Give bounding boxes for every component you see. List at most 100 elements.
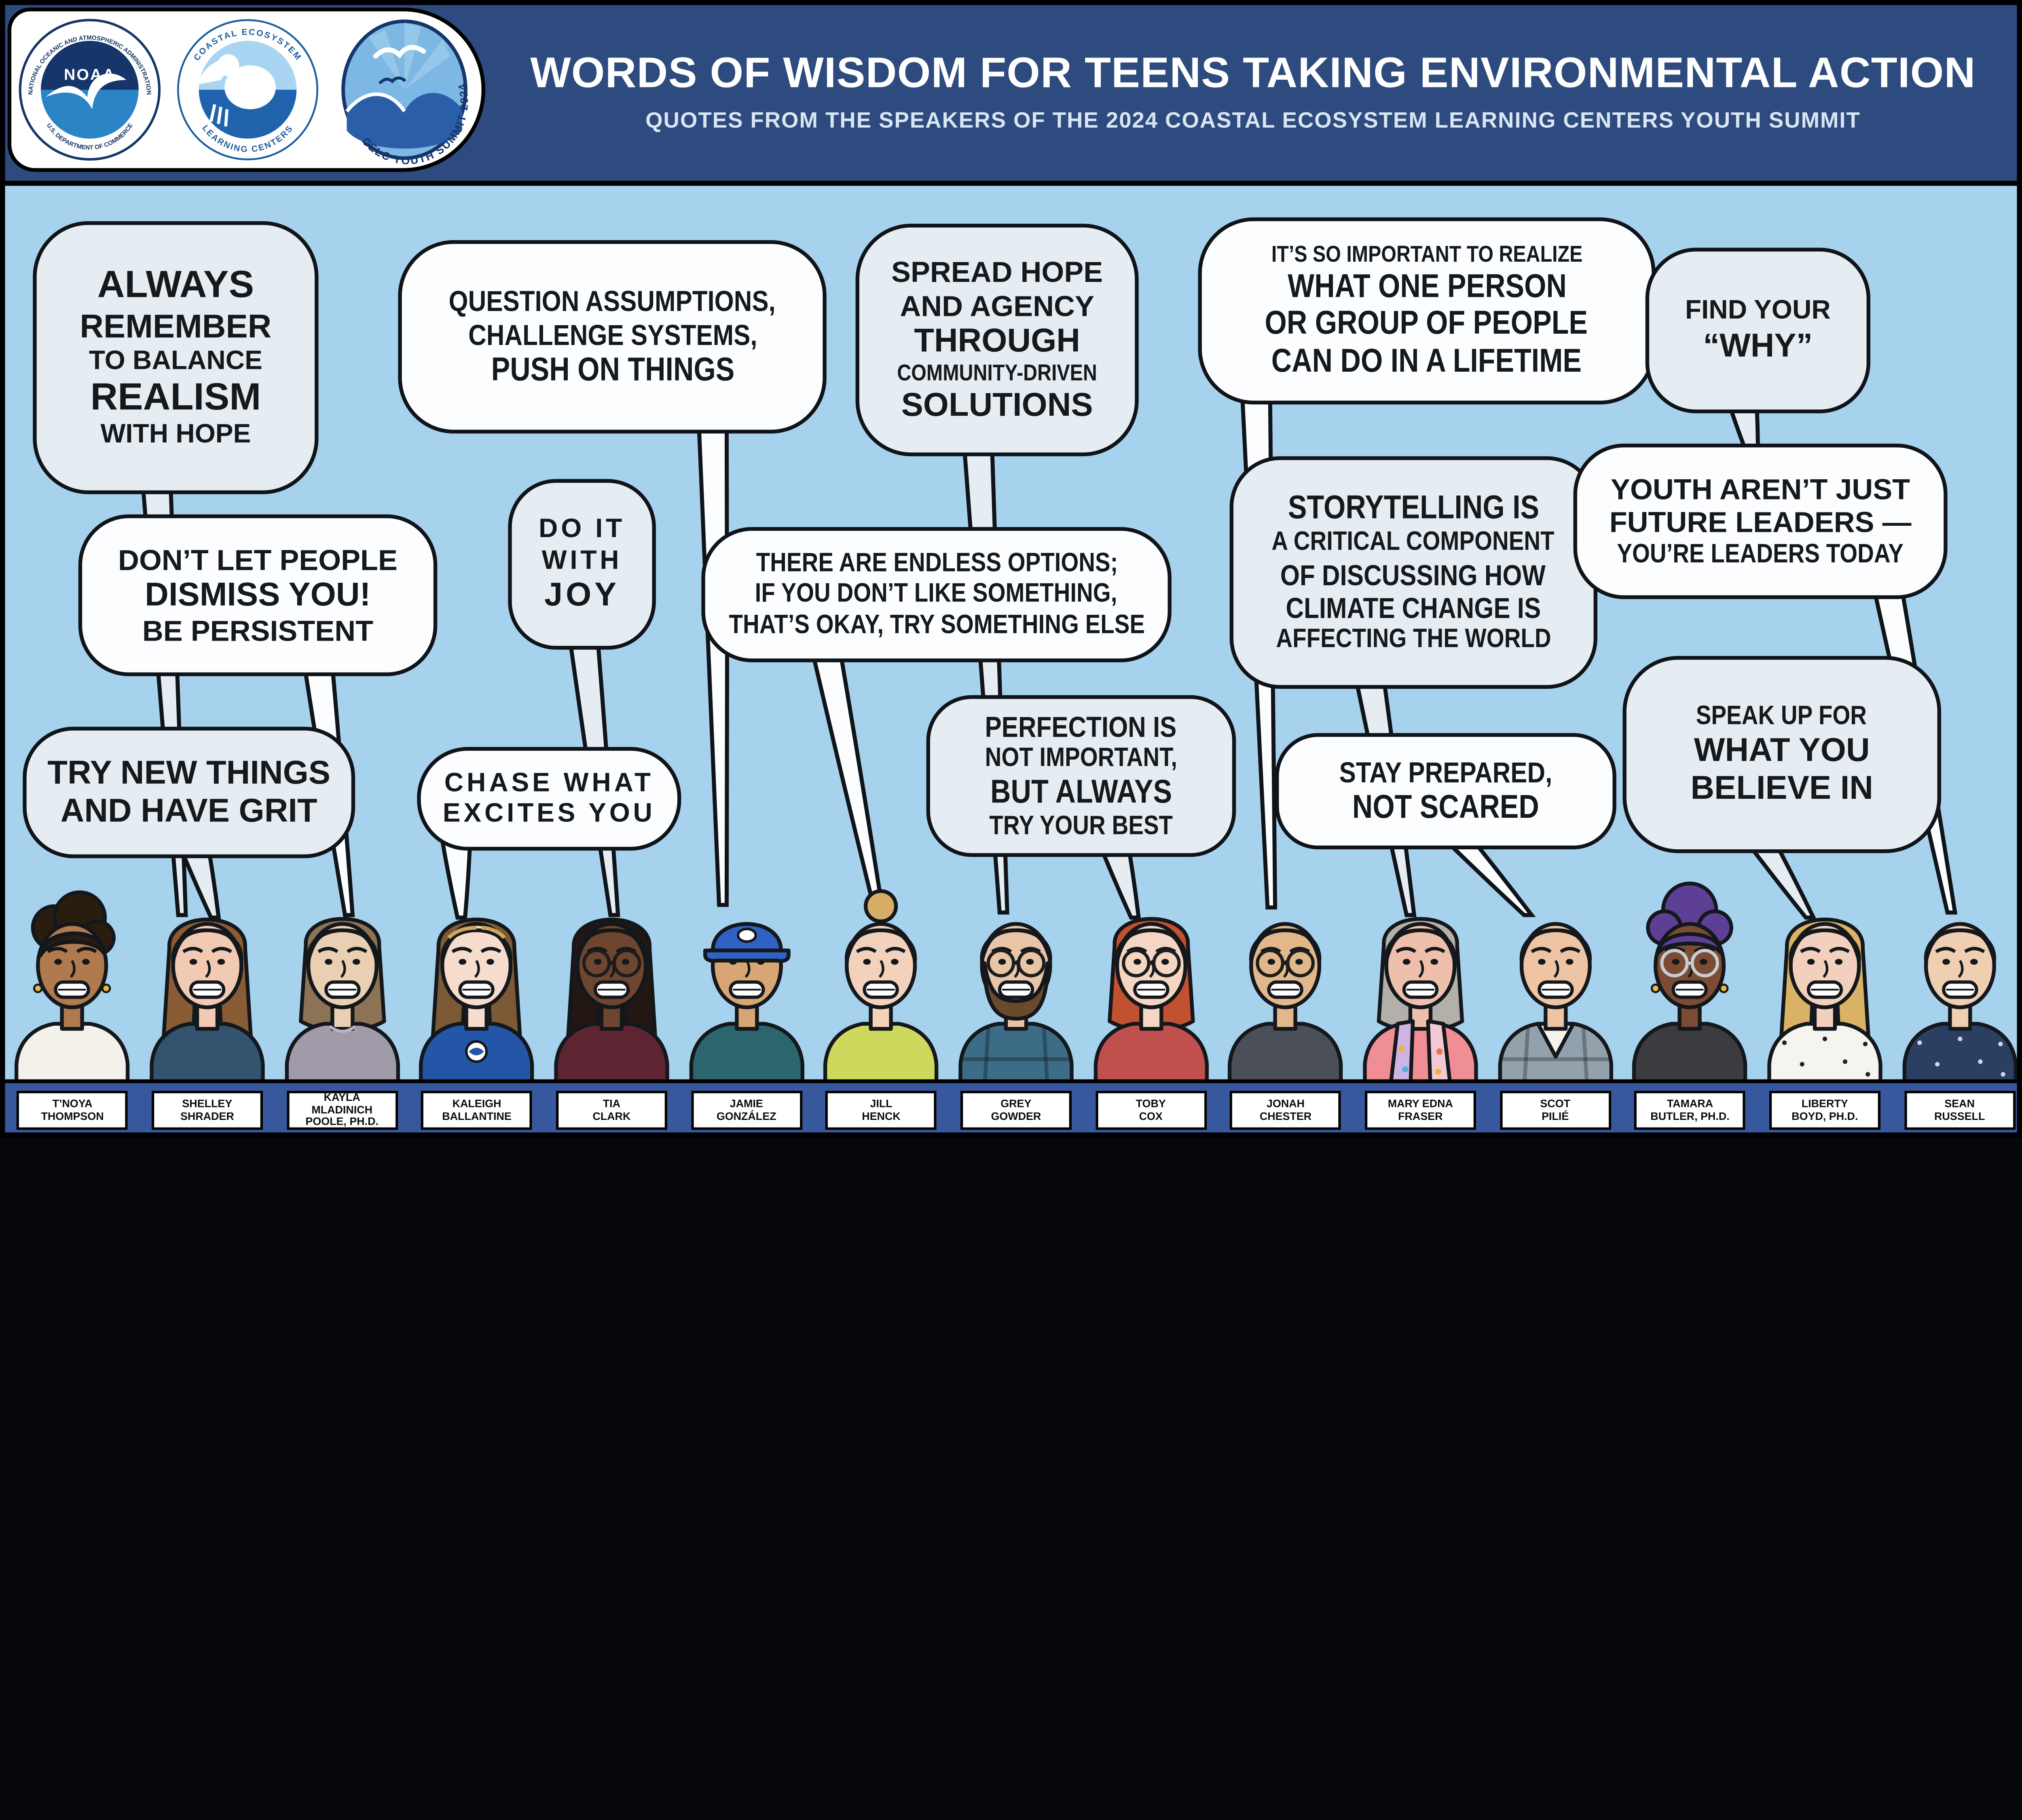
bubble-line: EXCITES YOU [442, 799, 656, 828]
bubble-line: AFFECTING THE WORLD [1276, 624, 1551, 654]
name-label-line: SEAN [1944, 1097, 1975, 1110]
bubble-line: BUT ALWAYS [990, 772, 1172, 811]
bubble-line: DO IT [539, 515, 626, 544]
bubble-line: A CRITICAL COMPONENT [1272, 527, 1555, 557]
bubble-line: BE PERSISTENT [142, 614, 374, 647]
name-label-line: KAYLA [324, 1091, 360, 1104]
name-label-grey-gowder: GREY GOWDER [960, 1090, 1072, 1130]
bubble-line: YOUTH AREN’T JUST [1611, 472, 1910, 506]
name-label-line: POOLE, PH.D. [305, 1115, 379, 1128]
speech-bubble-scot-pili-: STAY PREPARED, NOT SCARED [1275, 733, 1616, 849]
name-label-line: LIBERTY [1801, 1097, 1848, 1110]
speech-bubble-kayla-mladinich-poole-ph-d-: DON’T LET PEOPLE DISMISS YOU! BE PERSISTEN… [78, 514, 438, 676]
name-label-line: T’NOYA [52, 1097, 93, 1110]
speech-bubble-tamara-butler-ph-d-: FIND YOUR “WHY” [1645, 248, 1870, 413]
speech-bubble-shelley-shrader: TRY NEW THINGS AND HAVE GRIT [23, 726, 355, 858]
portrait-tamara-butler-ph-d- [1624, 872, 1756, 1096]
name-label-toby-cox: TOBY COX [1095, 1090, 1207, 1130]
name-label-line: SHELLEY [182, 1097, 233, 1110]
name-label-line: TOBY [1136, 1097, 1166, 1110]
portrait-shelley-shrader [142, 872, 273, 1096]
portrait-liberty-boyd-ph-d- [1759, 872, 1891, 1096]
bubble-line: WHAT YOU [1694, 730, 1870, 769]
bubble-line: WITH [541, 545, 622, 575]
bubble-line: JOY [544, 574, 620, 613]
bubble-line: ALWAYS [97, 265, 254, 307]
portrait-scot-pili- [1489, 872, 1621, 1096]
bubble-line: WHAT ONE PERSON [1287, 266, 1566, 304]
portrait-grey-gowder [950, 872, 1082, 1096]
portrait-jonah-chester [1220, 872, 1352, 1096]
speech-bubble-jill-henck: THERE ARE ENDLESS OPTIONS; IF YOU DON’T L… [701, 527, 1172, 662]
name-label-line: THOMPSON [41, 1109, 104, 1122]
noaa-wordmark: NOAA [64, 66, 116, 84]
bubble-line: OF DISCUSSING HOW [1281, 558, 1546, 591]
name-label-line: BALLANTINE [442, 1109, 512, 1122]
name-label-line: MLADINICH [311, 1103, 373, 1116]
bubble-line: NOT IMPORTANT, [985, 743, 1178, 772]
bubble-line: THAT’S OKAY, TRY SOMETHING ELSE [728, 610, 1144, 639]
bubble-line: CHASE WHAT [444, 768, 654, 798]
bubble-line: DISMISS YOU! [145, 575, 371, 613]
bubble-line: “WHY” [1703, 326, 1813, 364]
speech-bubble-sean-russell: YOUTH AREN’T JUST FUTURE LEADERS — YOU’RE … [1573, 443, 1948, 599]
name-label-line: COX [1139, 1109, 1163, 1122]
name-label-jamie-gonz-lez: JAMIE GONZÁLEZ [691, 1090, 802, 1130]
bubble-line: REMEMBER [80, 307, 272, 345]
name-label-line: RUSSELL [1934, 1109, 1985, 1122]
name-label-line: SHRADER [180, 1109, 234, 1122]
name-label-mary-edna-fraser: MARY EDNA FRASER [1364, 1090, 1476, 1130]
bubble-line: QUESTION ASSUMPTIONS, [448, 284, 776, 317]
portrait-toby-cox [1085, 872, 1216, 1096]
name-label-shelley-shrader: SHELLEY SHRADER [151, 1090, 263, 1130]
speech-bubble-toby-cox: PERFECTION IS NOT IMPORTANT, BUT ALWAYS TRY… [926, 695, 1236, 857]
name-label-line: MARY EDNA [1387, 1097, 1453, 1110]
celc-logo: COASTAL ECOSYSTEM LEARNING CENTERS [177, 19, 318, 161]
noaa-logo: NOAA NATIONAL OCEANIC AND ATMOSPHERIC AD… [19, 19, 161, 161]
speech-bubble-t-noya-thompson: ALWAYS REMEMBER TO BALANCE REALISM WITH HOPE [33, 221, 319, 494]
header-banner: NOAA NATIONAL OCEANIC AND ATMOSPHERIC AD… [5, 5, 2017, 186]
poster-subtitle: QUOTES FROM THE SPEAKERS OF THE 2024 COA… [645, 108, 1861, 133]
name-label-line: TIA [603, 1097, 620, 1110]
bubble-line: PUSH ON THINGS [491, 350, 734, 388]
bubble-line: THERE ARE ENDLESS OPTIONS; [755, 549, 1118, 578]
name-label-line: CHESTER [1259, 1109, 1312, 1122]
name-label-line: HENCK [862, 1109, 901, 1122]
name-label-line: CLARK [592, 1109, 631, 1122]
name-label-line: PILIÉ [1542, 1109, 1569, 1122]
name-label-line: GOWDER [991, 1109, 1041, 1122]
name-label-tia-clark: TIA CLARK [556, 1090, 667, 1130]
bubble-tail [696, 421, 729, 907]
bubble-line: CLIMATE CHANGE IS [1286, 591, 1541, 624]
bubble-line: COMMUNITY-DRIVEN [897, 360, 1097, 386]
bubble-line: SOLUTIONS [901, 385, 1093, 423]
bubble-line: BELIEVE IN [1690, 768, 1873, 806]
speaker-name-bar: T’NOYA THOMPSON SHELLEY SHRADER KAYLA MLADINI… [5, 1079, 2017, 1132]
speech-bubble-tia-clark: DO IT WITH JOY [508, 479, 656, 650]
portrait-kayla-mladinich-poole-ph-d- [276, 872, 408, 1096]
logo-panel: NOAA NATIONAL OCEANIC AND ATMOSPHERIC AD… [7, 7, 485, 172]
name-label-line: JILL [870, 1097, 893, 1110]
bubble-line: REALISM [90, 377, 261, 419]
bubble-line: IF YOU DON’T LIKE SOMETHING, [755, 579, 1118, 609]
speech-bubble-jonah-chester: IT’S SO IMPORTANT TO REALIZE WHAT ONE PER… [1198, 217, 1656, 404]
speech-bubble-mary-edna-fraser: STORYTELLING IS A CRITICAL COMPONENT OF DI… [1229, 456, 1597, 689]
bubble-line: CAN DO IN A LIFETIME [1271, 341, 1582, 380]
bubble-line: STAY PREPARED, [1339, 756, 1552, 789]
bubble-line: SPREAD HOPE [891, 256, 1103, 289]
poster-title: WORDS OF WISDOM FOR TEENS TAKING ENVIRON… [530, 49, 1976, 97]
speech-bubble-grey-gowder: SPREAD HOPE AND AGENCY THROUGH COMMUNITY-DR… [855, 224, 1139, 457]
bubble-line: WITH HOPE [100, 420, 251, 449]
name-label-jill-henck: JILL HENCK [825, 1090, 937, 1130]
speech-bubble-jamie-gonz-lez: QUESTION ASSUMPTIONS, CHALLENGE SYSTEMS, P… [398, 240, 827, 434]
celc-youth-summit-logo: CELC YOUTH SUMMIT 2024 [341, 19, 469, 164]
name-label-line: JONAH [1267, 1097, 1305, 1110]
name-label-line: KALEIGH [452, 1097, 501, 1110]
bubble-line: YOU’RE LEADERS TODAY [1617, 539, 1904, 569]
title-block: WORDS OF WISDOM FOR TEENS TAKING ENVIRON… [504, 5, 2002, 181]
bubble-line: OR GROUP OF PEOPLE [1265, 304, 1588, 342]
name-label-line: GONZÁLEZ [716, 1109, 776, 1122]
name-label-kayla-mladinich-poole-ph-d-: KAYLA MLADINICH POOLE, PH.D. [286, 1090, 398, 1130]
bubble-line: FUTURE LEADERS — [1609, 506, 1912, 539]
bubble-line: IT’S SO IMPORTANT TO REALIZE [1271, 241, 1582, 267]
